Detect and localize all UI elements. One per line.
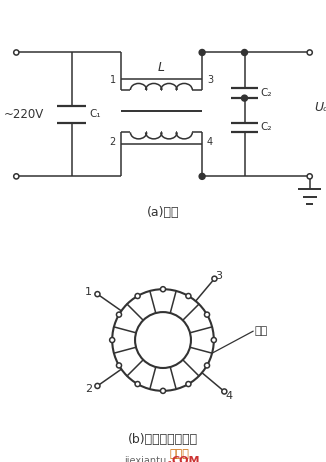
Circle shape xyxy=(14,174,19,179)
Text: Uₒ: Uₒ xyxy=(315,101,326,115)
Circle shape xyxy=(307,50,312,55)
Circle shape xyxy=(160,388,166,394)
Circle shape xyxy=(186,382,191,387)
Circle shape xyxy=(116,363,122,368)
Circle shape xyxy=(199,49,205,55)
Circle shape xyxy=(242,49,247,55)
Text: ~220V: ~220V xyxy=(3,108,43,121)
Circle shape xyxy=(211,337,216,343)
Text: 1: 1 xyxy=(85,287,92,297)
Text: 2: 2 xyxy=(110,137,116,147)
Circle shape xyxy=(204,312,210,317)
Text: (a)电路: (a)电路 xyxy=(147,206,179,219)
Text: 4: 4 xyxy=(207,137,213,147)
Circle shape xyxy=(307,174,312,179)
Circle shape xyxy=(204,363,210,368)
Text: C₁: C₁ xyxy=(90,109,101,119)
Text: 2: 2 xyxy=(85,384,92,394)
Text: -: - xyxy=(168,456,171,462)
Text: jiexiantu: jiexiantu xyxy=(124,456,166,462)
Text: 接线图: 接线图 xyxy=(170,449,189,459)
Circle shape xyxy=(95,383,100,389)
Circle shape xyxy=(135,382,140,387)
Text: 3: 3 xyxy=(207,75,213,85)
Circle shape xyxy=(116,312,122,317)
Circle shape xyxy=(242,95,247,101)
Text: C₂: C₂ xyxy=(261,88,272,98)
Text: 1: 1 xyxy=(110,75,116,85)
Text: L: L xyxy=(158,61,165,73)
Circle shape xyxy=(135,293,140,298)
Circle shape xyxy=(95,292,100,297)
Text: (b)电感结构示意图: (b)电感结构示意图 xyxy=(128,432,198,446)
Circle shape xyxy=(160,286,166,292)
Text: 3: 3 xyxy=(215,271,223,281)
Circle shape xyxy=(199,173,205,179)
Circle shape xyxy=(212,276,217,281)
Circle shape xyxy=(14,50,19,55)
Circle shape xyxy=(222,389,227,394)
Text: C₂: C₂ xyxy=(261,122,272,133)
Text: 磁环: 磁环 xyxy=(255,326,268,336)
Circle shape xyxy=(110,337,115,343)
Text: 4: 4 xyxy=(225,391,232,401)
Circle shape xyxy=(186,293,191,298)
Text: COM: COM xyxy=(171,456,200,462)
